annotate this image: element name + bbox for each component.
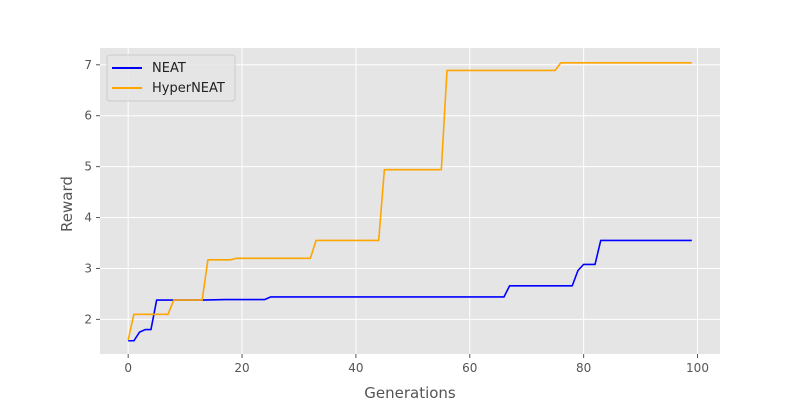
x-tick-label: 100 bbox=[686, 361, 709, 375]
y-axis-label: Reward bbox=[58, 176, 76, 232]
x-tick-label: 80 bbox=[576, 361, 591, 375]
x-tick-label: 20 bbox=[234, 361, 249, 375]
y-tick-label: 5 bbox=[84, 160, 92, 174]
x-axis-label: Generations bbox=[364, 384, 456, 400]
y-tick-label: 7 bbox=[84, 58, 92, 72]
x-axis-ticks: 0 20 40 60 80 100 bbox=[124, 354, 709, 375]
x-tick-label: 0 bbox=[124, 361, 132, 375]
legend-box bbox=[106, 54, 236, 102]
x-tick-label: 60 bbox=[462, 361, 477, 375]
legend-label-neat: NEAT bbox=[152, 61, 186, 76]
series-line-neat bbox=[128, 239, 692, 342]
legend: NEAT HyperNEAT bbox=[106, 54, 236, 102]
legend-label-hyperneat: HyperNEAT bbox=[152, 81, 225, 96]
x-tick-label: 40 bbox=[348, 361, 363, 375]
series-line-hyperneat bbox=[127, 61, 692, 340]
y-tick-label: 6 bbox=[84, 109, 92, 123]
grid-lines bbox=[100, 48, 720, 354]
y-axis-ticks: 2 3 4 5 6 7 bbox=[84, 58, 100, 326]
y-tick-label: 4 bbox=[84, 211, 92, 225]
series-layer bbox=[127, 61, 692, 342]
y-tick-label: 2 bbox=[84, 312, 92, 326]
y-tick-label: 3 bbox=[84, 261, 92, 275]
